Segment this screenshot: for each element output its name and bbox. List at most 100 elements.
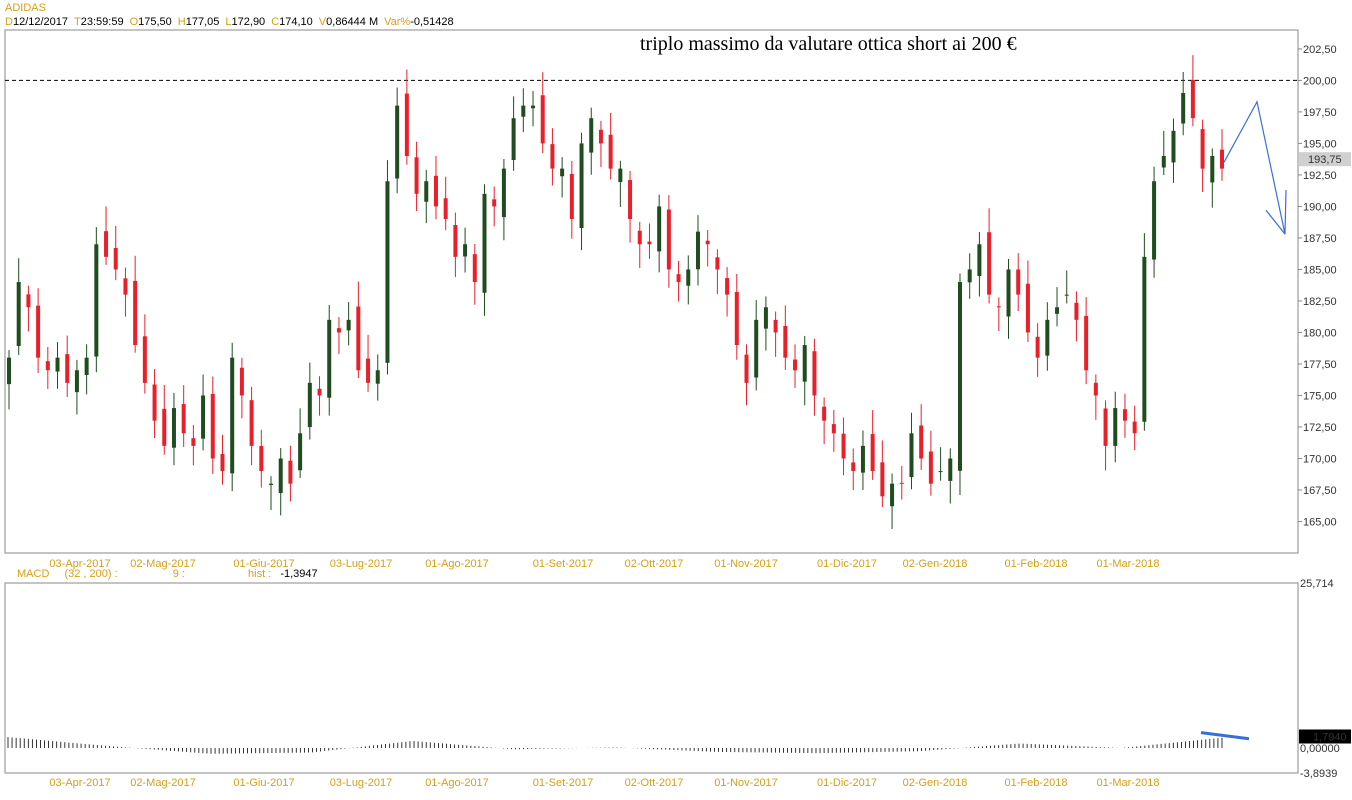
candle-body xyxy=(802,345,807,382)
candle-body xyxy=(812,351,817,396)
candle-body xyxy=(201,395,206,439)
candle-body xyxy=(327,319,332,398)
candle-body xyxy=(1006,269,1011,317)
candle-body xyxy=(152,384,157,421)
x-tick-label: 01-Feb-2018 xyxy=(1005,558,1068,570)
candle-body xyxy=(433,175,438,207)
macd-y-tick-label: 25,714 xyxy=(1300,578,1334,590)
candle-body xyxy=(890,483,895,507)
x-tick-label: 02-Mag-2017 xyxy=(130,558,195,570)
candle-body xyxy=(744,354,749,383)
ohlc-value: 23:59:59 xyxy=(80,16,124,28)
x-tick-label: 03-Apr-2017 xyxy=(49,558,110,570)
candle-body xyxy=(608,134,613,169)
forecast-arrowhead xyxy=(1284,190,1287,235)
macd-x-tick-label: 03-Lug-2017 xyxy=(330,777,392,789)
candle-body xyxy=(239,367,244,396)
candle-body xyxy=(142,336,147,383)
candle-body xyxy=(269,483,274,485)
y-tick-label: 185,00 xyxy=(1303,264,1337,276)
macd-y-tick-label: 0,00000 xyxy=(1300,743,1340,755)
candle-body xyxy=(385,181,390,363)
candle-body xyxy=(424,181,429,202)
candle-body xyxy=(1181,93,1186,124)
ohlc-value: 175,50 xyxy=(138,16,172,28)
candle-body xyxy=(501,168,506,218)
macd-params: (32 , 200) : xyxy=(64,568,118,580)
candle-body xyxy=(317,388,322,396)
candle-body xyxy=(220,454,225,472)
candle-body xyxy=(938,471,943,473)
candle-body xyxy=(84,357,89,376)
y-tick-label: 192,50 xyxy=(1303,170,1337,182)
macd-label: MACD xyxy=(17,568,50,580)
candle-body xyxy=(104,231,109,257)
candle-body xyxy=(831,424,836,434)
candle-body xyxy=(618,168,623,183)
candle-body xyxy=(162,408,167,446)
candle-body xyxy=(1122,409,1127,421)
ohlc-key: O xyxy=(129,16,139,28)
candle-body xyxy=(191,438,196,446)
x-tick-label: 01-Dic-2017 xyxy=(817,558,877,570)
macd-x-tick-label: 01-Nov-2017 xyxy=(714,777,778,789)
candle-body xyxy=(899,482,904,484)
y-tick-label: 172,50 xyxy=(1303,422,1337,434)
candle-body xyxy=(336,328,341,333)
candle-body xyxy=(987,232,992,295)
candle-body xyxy=(395,105,400,179)
ohlc-value: 174,10 xyxy=(279,16,313,28)
candle-body xyxy=(375,370,380,384)
candle-body xyxy=(74,370,79,393)
candle-body xyxy=(288,460,293,484)
candle-body xyxy=(657,206,662,252)
last-price-box xyxy=(1299,152,1351,167)
candle-body xyxy=(26,294,31,308)
candle-body xyxy=(298,433,303,471)
candle-body xyxy=(1084,315,1089,371)
ohlc-value: 177,05 xyxy=(185,16,220,28)
candle-body xyxy=(346,319,351,331)
analysis-annotation: triplo massimo da valutare ottica short … xyxy=(640,33,1017,55)
candle-body xyxy=(55,357,60,372)
candle-body xyxy=(181,404,186,434)
candle-body xyxy=(666,209,671,270)
divergence-line xyxy=(1200,731,1250,741)
candle-body xyxy=(579,143,584,229)
candle-body xyxy=(1152,181,1157,260)
candle-body xyxy=(366,358,371,383)
y-tick-label: 167,50 xyxy=(1303,485,1337,497)
macd-x-tick-label: 01-Set-2017 xyxy=(533,777,594,789)
candle-body xyxy=(734,292,739,346)
candle-body xyxy=(540,95,545,144)
candle-body xyxy=(1200,129,1205,169)
candle-body xyxy=(928,451,933,484)
candle-body xyxy=(472,254,477,283)
candle-body xyxy=(65,354,70,383)
y-tick-label: 170,00 xyxy=(1303,453,1337,465)
ohlc-key: L xyxy=(225,16,232,28)
candle-body xyxy=(948,458,953,481)
candle-body xyxy=(793,359,798,371)
candle-body xyxy=(705,240,710,245)
macd-x-tick-label: 02-Mag-2017 xyxy=(130,777,195,789)
candle-body xyxy=(482,193,487,293)
ohlc-key: T xyxy=(74,16,81,28)
macd-panel-frame xyxy=(4,582,1299,774)
candle-body xyxy=(860,445,865,473)
candle-body xyxy=(967,269,972,283)
candle-body xyxy=(870,434,875,472)
candle-body xyxy=(763,307,768,329)
x-tick-label: 01-Ago-2017 xyxy=(425,558,489,570)
candle-body xyxy=(94,244,99,357)
candle-body xyxy=(7,357,11,385)
candle-body xyxy=(822,406,827,421)
ohlc-key: D xyxy=(5,16,13,28)
candle-body xyxy=(356,306,361,371)
candle-body xyxy=(1045,319,1050,356)
candle-body xyxy=(531,105,536,109)
candle-body xyxy=(754,319,759,378)
candle-body xyxy=(1074,302,1079,320)
x-tick-label: 01-Nov-2017 xyxy=(714,558,778,570)
